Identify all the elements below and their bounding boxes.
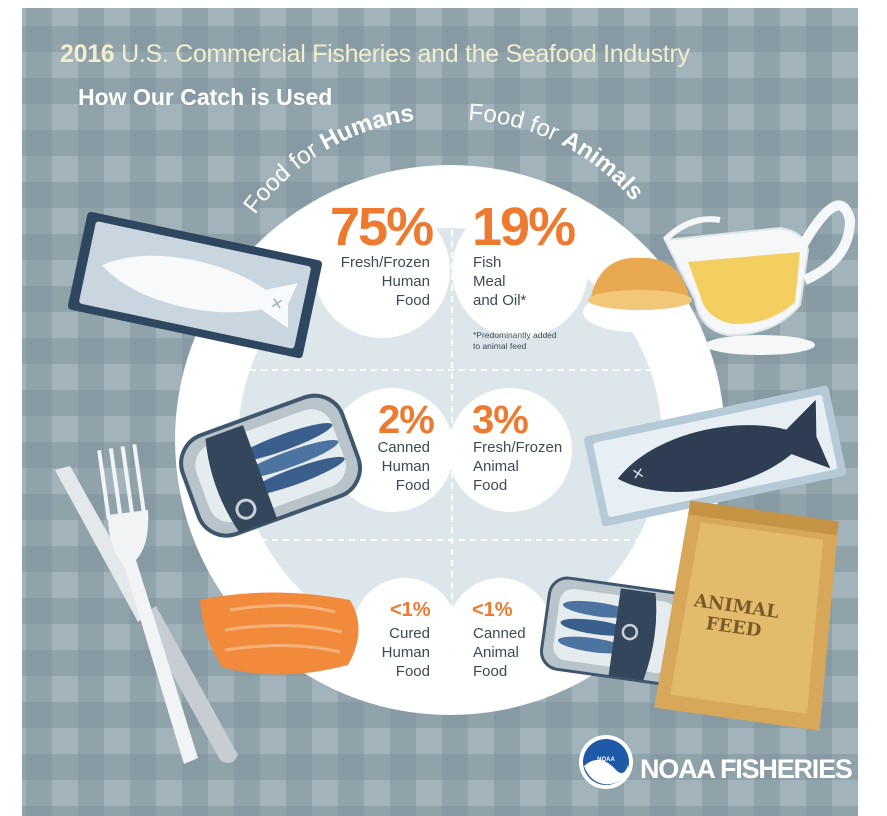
fish-meal-footnote: *Predominantly added to animal feed	[473, 330, 557, 351]
animal-fresh-frozen-percent: 3%	[472, 398, 529, 442]
human-canned-label: Canned Human Food	[377, 439, 430, 494]
human-fresh-frozen-label: Fresh/Frozen Human Food	[340, 254, 430, 309]
human-canned-percent: 2%	[378, 398, 435, 442]
dark-fish-tray-icon	[584, 385, 847, 527]
animal-canned-label: Canned Animal Food	[473, 625, 526, 680]
noaa-fisheries-wordmark: NOAA FISHERIES	[640, 754, 853, 784]
noaa-badge-text: NOAA	[597, 757, 615, 763]
animal-fresh-frozen-label: Fresh/Frozen Animal Food	[473, 439, 563, 494]
page-title: 2016 U.S. Commercial Fisheries and the S…	[60, 40, 690, 69]
salmon-tray-icon	[67, 211, 323, 359]
animal-feed-sack-icon	[654, 500, 839, 731]
bubble-low-left	[353, 578, 457, 682]
sardine-can-icon	[539, 576, 690, 686]
noaa-logo-icon	[579, 735, 633, 789]
fish-meal-bowl-icon	[583, 257, 692, 332]
salmon-fillet-icon	[200, 592, 359, 675]
bubble-top-left	[314, 202, 450, 338]
human-fresh-frozen-percent: 75%	[330, 197, 434, 257]
human-cured-percent: <1%	[390, 599, 431, 621]
animal-fish-meal-label: Fish Meal and Oil*	[473, 254, 527, 309]
fish-oil-gravy-boat-icon	[662, 200, 856, 355]
bubble-top-right	[452, 202, 588, 338]
knife-icon	[55, 466, 238, 764]
fork-icon	[97, 444, 198, 764]
bubble-mid-right	[448, 388, 572, 512]
animal-canned-percent: <1%	[472, 599, 513, 621]
page-subtitle: How Our Catch is Used	[78, 84, 333, 110]
animal-fish-meal-percent: 19%	[472, 197, 576, 257]
bubble-low-right	[448, 578, 552, 682]
title-year: 2016	[60, 40, 115, 68]
human-cured-label: Cured Human Food	[381, 625, 430, 680]
bubble-mid-left	[330, 388, 454, 512]
title-text: U.S. Commercial Fisheries and the Seafoo…	[121, 40, 690, 68]
canned-sardines-icon	[179, 393, 362, 538]
